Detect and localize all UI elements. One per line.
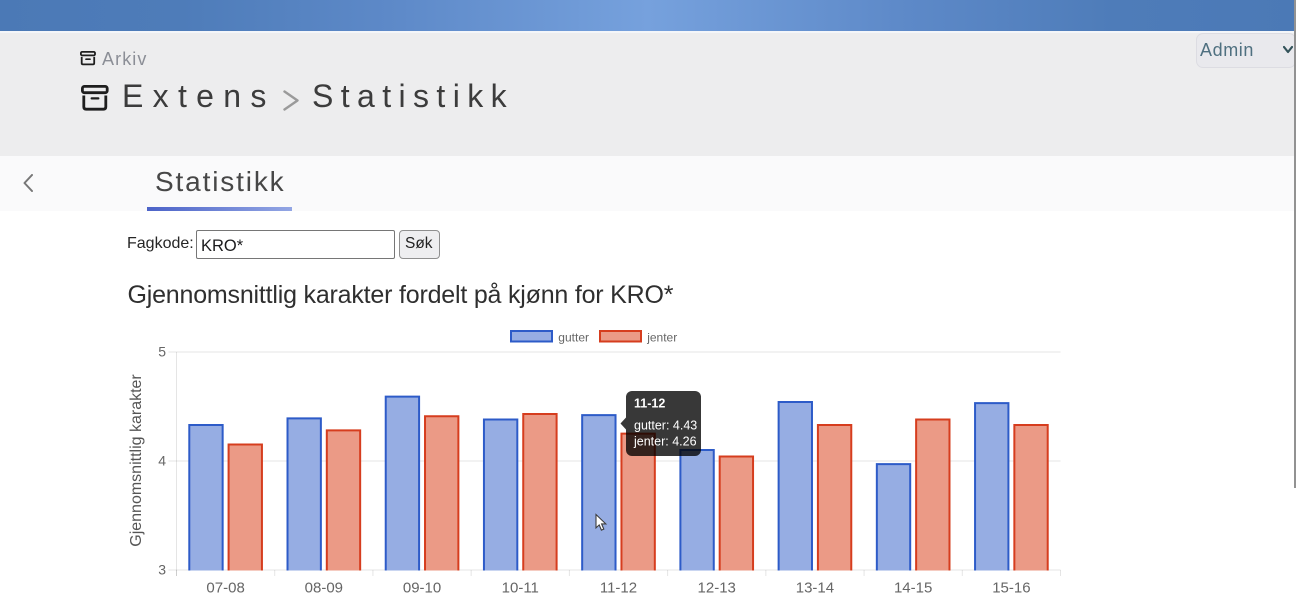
svg-text:10-11: 10-11 xyxy=(502,580,539,597)
svg-text:jenter: 4.26: jenter: 4.26 xyxy=(633,435,697,449)
svg-text:07-08: 07-08 xyxy=(206,580,244,597)
svg-text:11-12: 11-12 xyxy=(634,397,665,411)
svg-text:09-10: 09-10 xyxy=(403,580,441,597)
svg-text:gutter: gutter xyxy=(558,330,589,344)
svg-text:11-12: 11-12 xyxy=(600,580,637,597)
svg-text:Gjennomsnittlig karakter: Gjennomsnittlig karakter xyxy=(128,374,145,547)
svg-text:4: 4 xyxy=(158,453,166,469)
svg-text:gutter: 4.43: gutter: 4.43 xyxy=(634,419,697,433)
svg-text:jenter: jenter xyxy=(646,330,677,344)
svg-text:12-13: 12-13 xyxy=(698,580,736,597)
svg-text:14-15: 14-15 xyxy=(894,580,932,597)
svg-text:13-14: 13-14 xyxy=(796,580,834,597)
svg-text:08-09: 08-09 xyxy=(305,580,343,597)
svg-text:5: 5 xyxy=(158,344,166,360)
svg-text:3: 3 xyxy=(158,562,166,578)
svg-text:15-16: 15-16 xyxy=(992,580,1030,597)
